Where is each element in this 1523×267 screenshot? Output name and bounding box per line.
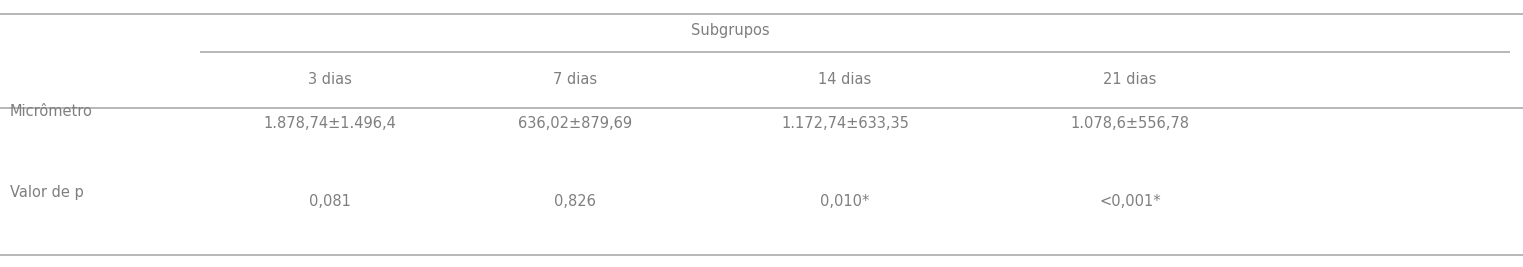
- Text: <0,001*: <0,001*: [1100, 194, 1161, 210]
- Text: 0,826: 0,826: [554, 194, 595, 210]
- Text: 636,02±879,69: 636,02±879,69: [518, 116, 632, 132]
- Text: 7 dias: 7 dias: [553, 73, 597, 88]
- Text: 1.172,74±633,35: 1.172,74±633,35: [781, 116, 909, 132]
- Text: 0,081: 0,081: [309, 194, 350, 210]
- Text: 1.078,6±556,78: 1.078,6±556,78: [1071, 116, 1189, 132]
- Text: 21 dias: 21 dias: [1103, 73, 1156, 88]
- Text: 3 dias: 3 dias: [308, 73, 352, 88]
- Text: Subgrupos: Subgrupos: [691, 22, 769, 37]
- Text: 14 dias: 14 dias: [818, 73, 871, 88]
- Text: Valor de p: Valor de p: [11, 184, 84, 199]
- Text: 0,010*: 0,010*: [821, 194, 870, 210]
- Text: Micrômetro: Micrômetro: [11, 104, 93, 120]
- Text: 1.878,74±1.496,4: 1.878,74±1.496,4: [263, 116, 396, 132]
